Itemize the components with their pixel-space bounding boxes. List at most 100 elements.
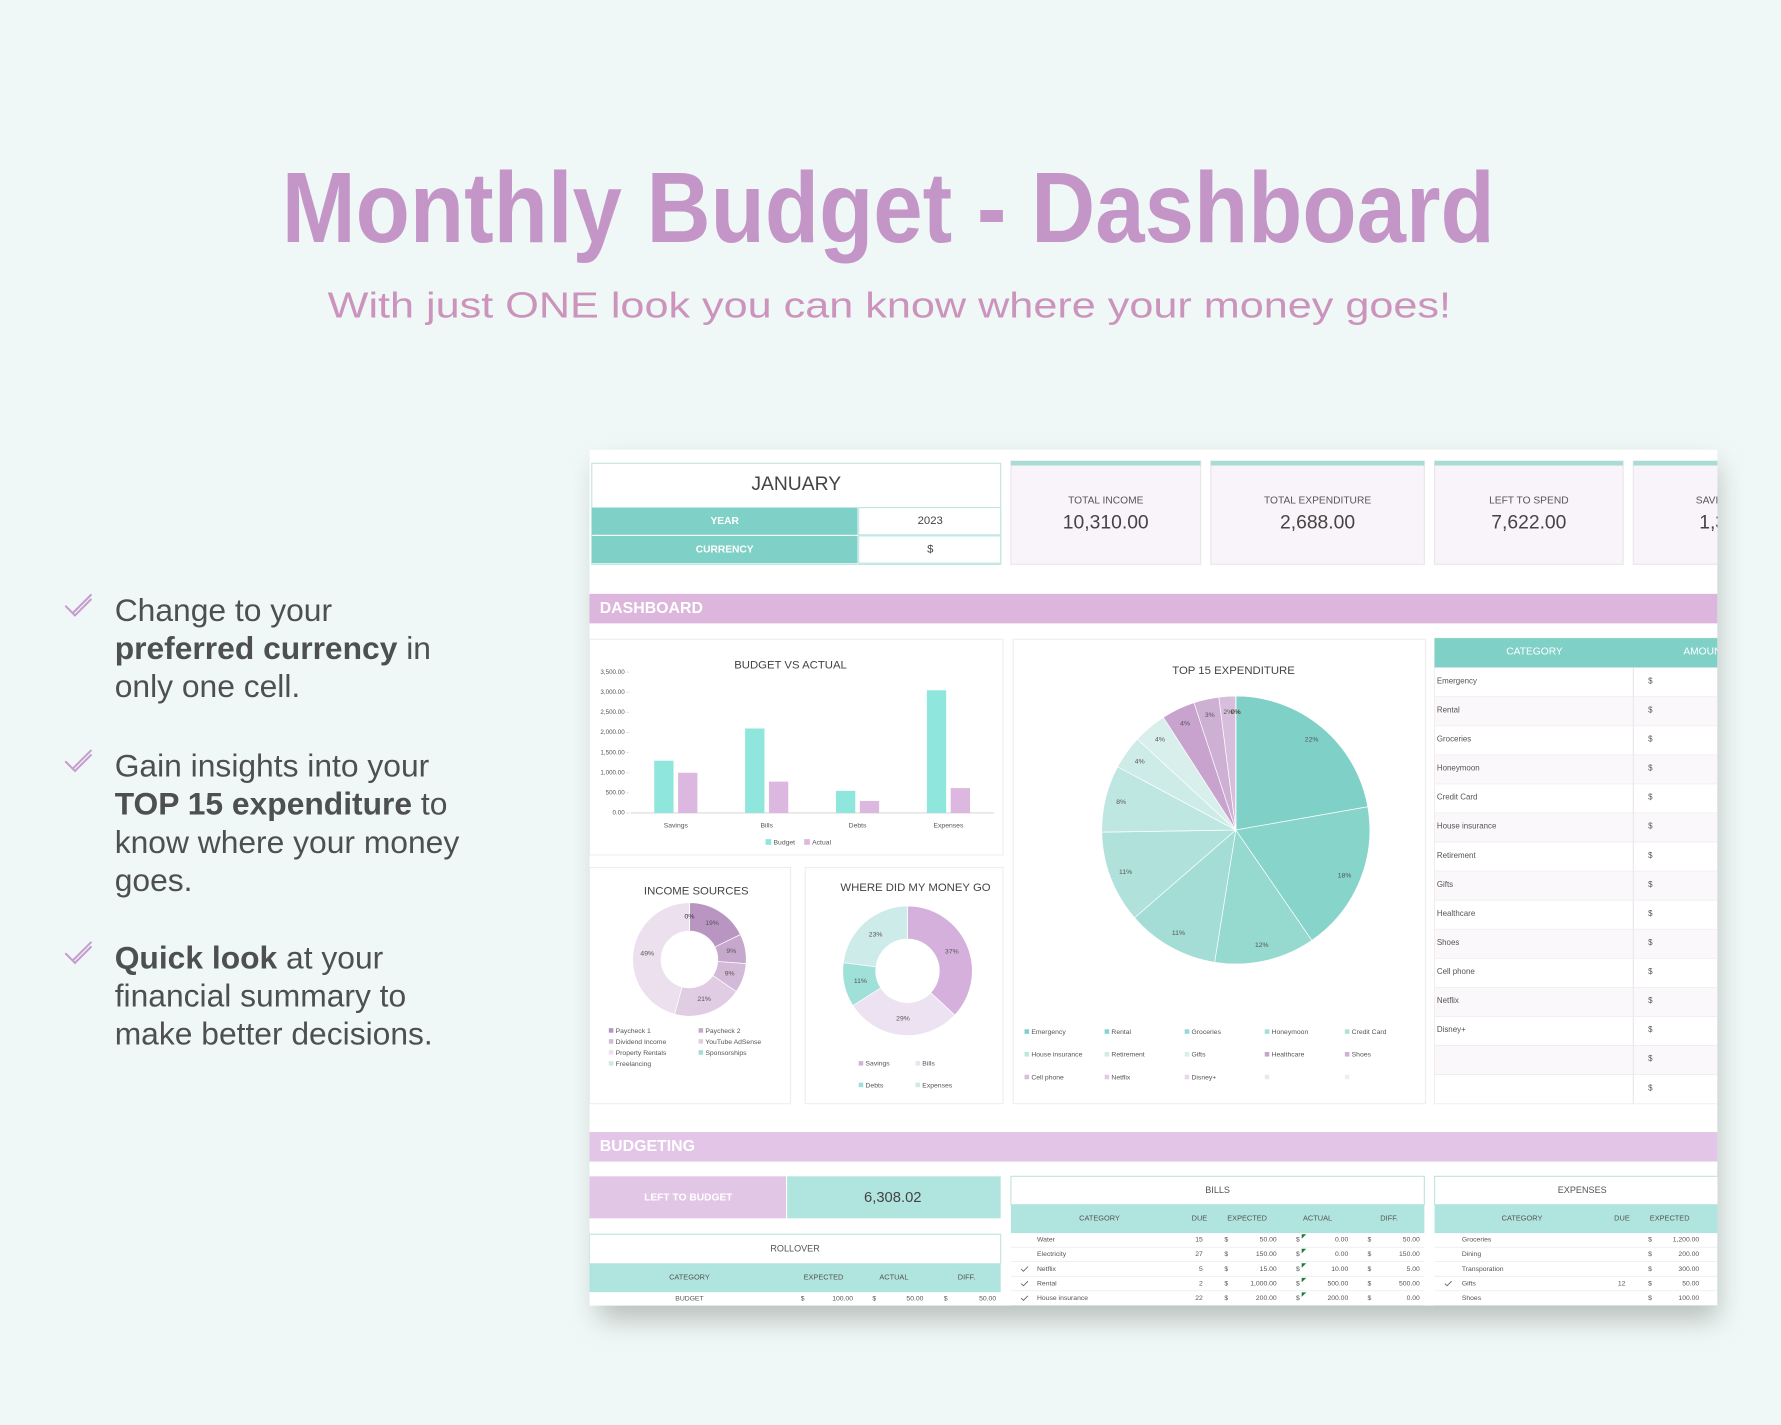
currency-cell: $ — [1648, 764, 1653, 773]
currency-cell: $ — [1368, 1237, 1372, 1244]
kpi-value: 10,310.00 — [1063, 513, 1149, 534]
legend-swatch — [608, 1061, 614, 1066]
legend-swatch — [698, 1039, 704, 1044]
table-title-cell — [1010, 1175, 1425, 1206]
feature-text: financial summary to — [115, 978, 406, 1014]
x-tick-label: Savings — [664, 822, 689, 829]
feature-text: Change to your — [115, 593, 333, 629]
currency-cell: $ — [1648, 1251, 1652, 1258]
feature-segment: preferred currency — [115, 631, 398, 667]
cell: Rental — [1037, 1280, 1057, 1287]
currency-cell: $ — [1296, 1237, 1300, 1244]
cell: 22 — [1195, 1295, 1203, 1302]
cell: Groceries — [1462, 1237, 1492, 1244]
currency-cell: $ — [1648, 1054, 1653, 1063]
setting-label-cell — [591, 507, 858, 535]
cell: Credit Card — [1437, 793, 1478, 802]
currency-cell: $ — [1296, 1251, 1300, 1258]
data-label: 11% — [1172, 930, 1185, 937]
legend-label: Property Rentals — [616, 1050, 667, 1057]
chart-panel — [804, 866, 1004, 1105]
kpi-strip — [1010, 460, 1201, 466]
feature-segment: at your — [277, 940, 383, 976]
x-tick-label: Debts — [849, 822, 867, 829]
setting-value: $ — [927, 544, 934, 556]
column-header: CATEGORY — [1079, 1213, 1120, 1222]
feature-segment: Gain insights into your — [115, 748, 430, 784]
currency-cell: $ — [1648, 735, 1653, 744]
cell: 10.00 — [1331, 1266, 1348, 1273]
cell: 500.00 — [1327, 1280, 1348, 1287]
data-label: 0% — [685, 914, 695, 921]
left-to-budget-label-cell — [589, 1176, 787, 1219]
cell: BUDGET — [675, 1296, 703, 1303]
kpi-card — [1632, 460, 1718, 565]
cell: 150.00 — [1256, 1251, 1277, 1258]
legend-label: Rental — [1111, 1029, 1131, 1036]
check-icon — [64, 749, 92, 773]
column-header: DUE — [1614, 1213, 1630, 1222]
table-title: ROLLOVER — [770, 1243, 820, 1253]
column-header: ACTUAL — [879, 1272, 908, 1281]
data-label: 9% — [725, 970, 735, 977]
table-title-cell — [589, 1233, 1002, 1265]
cell: 0.00 — [1407, 1295, 1420, 1302]
legend-label: Budget — [774, 839, 796, 846]
data-label: 4% — [1135, 758, 1145, 765]
currency-cell: $ — [1224, 1266, 1228, 1273]
slice — [632, 902, 690, 1015]
column-header: EXPECTED — [1227, 1213, 1267, 1222]
legend-swatch — [1344, 1074, 1350, 1080]
legend-label: Shoes — [1352, 1052, 1372, 1059]
legend-swatch — [1344, 1029, 1350, 1034]
cell: Water — [1037, 1237, 1056, 1244]
table-header — [1434, 638, 1718, 668]
feature-segment: to — [412, 786, 447, 822]
bar — [950, 788, 971, 813]
legend-label: YouTube AdSense — [705, 1039, 761, 1046]
month: JANUARY — [751, 474, 841, 495]
legend-label: Netflix — [1111, 1074, 1130, 1081]
table-title: EXPENSES — [1558, 1185, 1607, 1195]
data-label: 0% — [1231, 709, 1241, 716]
legend-swatch — [698, 1050, 704, 1055]
legend-label: Paycheck 1 — [616, 1028, 651, 1035]
table-row — [1434, 987, 1718, 1017]
x-tick-label: Bills — [760, 822, 773, 829]
cell: 15 — [1195, 1237, 1203, 1244]
data-label: 11% — [854, 978, 867, 985]
data-label: 3% — [1205, 712, 1215, 719]
feature-text: preferred currency in — [115, 631, 431, 667]
currency-cell: $ — [1648, 851, 1653, 860]
cell: 15.00 — [1260, 1266, 1277, 1273]
column-header: CATEGORY — [1506, 646, 1563, 657]
y-tick-label: 0.00 — [613, 810, 626, 817]
cell: 5 — [1199, 1266, 1203, 1273]
cell: Rental — [1437, 705, 1460, 714]
column-header: DUE — [1192, 1213, 1208, 1222]
cell: Disney+ — [1437, 1025, 1466, 1034]
cell: 200.00 — [1678, 1251, 1699, 1258]
kpi-label: TOTAL INCOME — [1068, 495, 1144, 506]
legend-label: Honeymoon — [1272, 1029, 1309, 1036]
data-label: 23% — [869, 931, 883, 938]
data-label: 22% — [1305, 736, 1319, 743]
paid-check — [1444, 1280, 1452, 1287]
cell: Transporation — [1462, 1266, 1504, 1273]
left-to-budget-label: LEFT TO BUDGET — [644, 1193, 733, 1204]
kpi-card — [1210, 460, 1425, 565]
legend-label: Emergency — [1031, 1029, 1066, 1036]
section-bar — [589, 1132, 1718, 1162]
slice — [1214, 829, 1313, 965]
cell: Cell phone — [1437, 967, 1476, 976]
currency-cell: $ — [1648, 1083, 1653, 1092]
currency-cell: $ — [1224, 1295, 1228, 1302]
cell: Dining — [1462, 1251, 1481, 1258]
feature-segment: only one cell. — [115, 669, 301, 705]
column-header: CATEGORY — [1502, 1213, 1543, 1222]
currency-cell: $ — [1648, 880, 1653, 889]
bar — [678, 772, 698, 813]
data-label: 21% — [697, 996, 711, 1003]
currency-cell: $ — [1648, 793, 1653, 802]
currency-cell: $ — [1648, 996, 1653, 1005]
